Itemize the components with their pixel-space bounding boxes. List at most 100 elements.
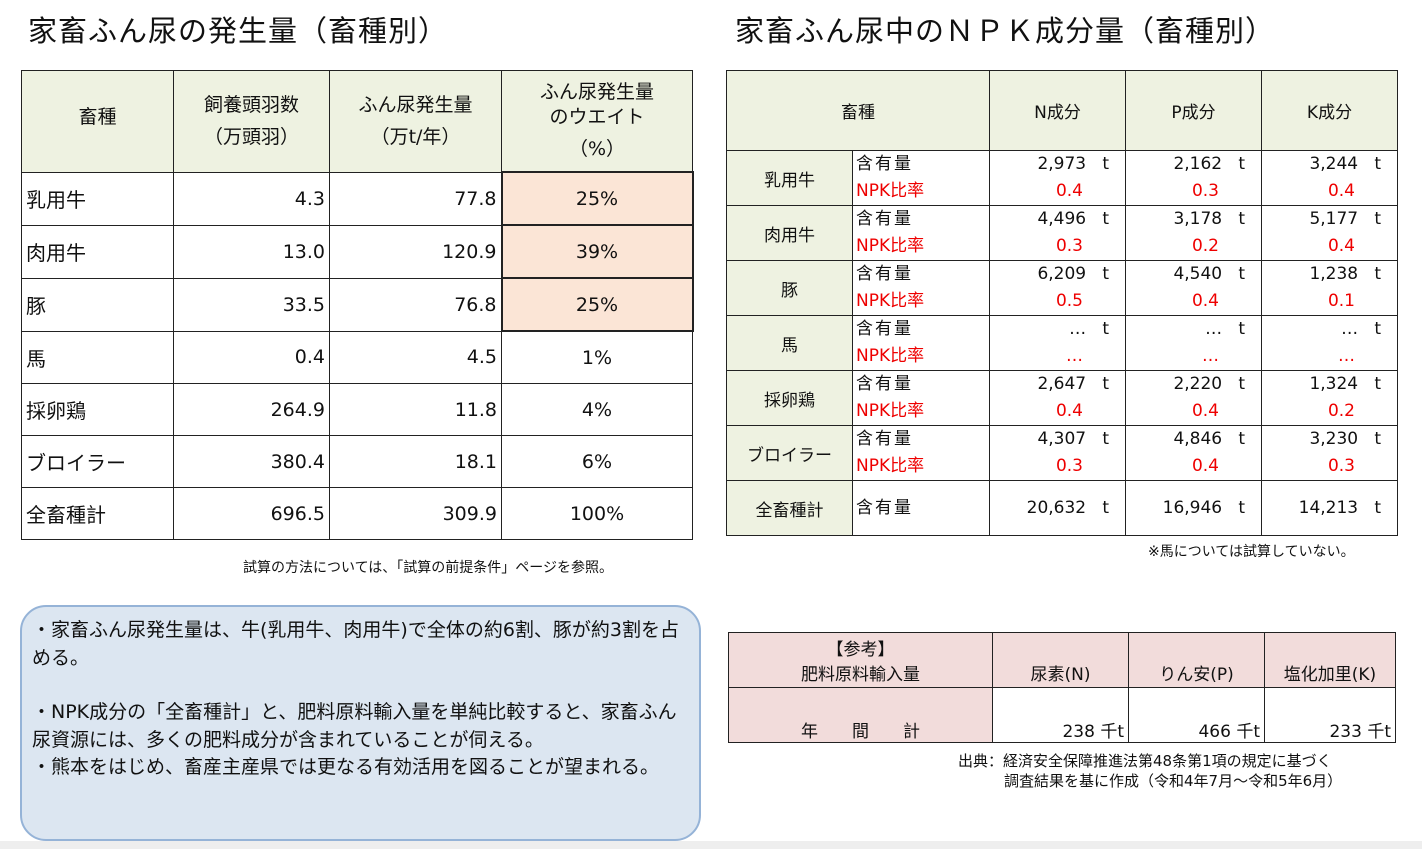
value-cell: 1,324 t 0.2: [1261, 370, 1398, 426]
table-row: 採卵鶏 含有量 NPK比率 2,647 t 0.4 2,220 t 0.4 1,324 t 0.…: [726, 370, 1398, 426]
species-name: 乳用牛: [21, 171, 174, 226]
unit: t: [1238, 429, 1245, 449]
col-phosphate: りん安(P): [1128, 632, 1265, 688]
content-value: 3,230: [1309, 429, 1359, 449]
table-row: 馬含有量 NPK比率… t…… t…… t…: [726, 315, 1398, 371]
value-cell: 3,244 t 0.4: [1261, 150, 1398, 206]
value-cell: 5,177 t 0.4: [1261, 205, 1398, 261]
ratio-value: …: [1066, 346, 1083, 366]
value-cell: 3,178 t 0.2: [1125, 205, 1262, 261]
left-title: 家畜ふん尿の発生量（畜種別）: [28, 14, 449, 48]
header-cell: ふん尿発生量 のウエイト （%）: [501, 70, 693, 173]
unit: t: [1238, 154, 1245, 174]
unit: t: [1102, 319, 1109, 339]
header-cell: ふん尿発生量 （万t/年）: [329, 70, 502, 173]
ratio-value: 0.4: [1055, 401, 1083, 421]
ratio-value: 0.4: [1191, 401, 1219, 421]
ratio-value: …: [1338, 346, 1355, 366]
species-name: ブロイラー: [21, 435, 174, 488]
table-row: 肉用牛 13.0 120.9 39%: [21, 224, 694, 279]
header-line-1: ふん尿発生量: [358, 93, 473, 116]
ratio-label: NPK比率: [856, 291, 925, 311]
head-count: 0.4: [173, 330, 330, 384]
value-cell: … t…: [989, 315, 1126, 371]
row-labels: 含有量 NPK比率: [852, 315, 990, 371]
unit: t: [1102, 209, 1109, 229]
ratio-value: 0.1: [1327, 291, 1355, 311]
header-row: 畜種 N成分 P成分 K成分: [726, 70, 1398, 151]
table-row: 馬 0.4 4.5 1%: [21, 330, 693, 384]
value-cell: 4,496 t 0.3: [989, 205, 1126, 261]
content-value: 5,177: [1309, 209, 1359, 229]
ratio-value: 0.4: [1191, 456, 1219, 476]
species-name: 馬: [21, 330, 174, 384]
value-cell: 2,647 t 0.4: [989, 370, 1126, 426]
reference-header: 【参考】 肥料原料輸入量: [728, 632, 993, 688]
species-name: 肉用牛: [726, 205, 853, 261]
summary-3: ・NPK成分の「全畜種計」と、肥料原料輸入量を単純比較すると、家畜ふん尿資源には…: [32, 701, 677, 751]
species-name: 豚: [726, 260, 853, 316]
head-count: 696.5: [173, 487, 330, 540]
row-labels: 含有量 NPK比率: [852, 150, 990, 206]
header-line-1: 飼養頭羽数: [203, 93, 299, 116]
header-row: 畜種 飼養頭羽数 （万頭羽） ふん尿発生量 （万t/年） ふん尿発生量 のウエイト （%）: [21, 70, 693, 173]
unit: t: [1374, 429, 1381, 449]
value-cell: 2,973 t 0.4: [989, 150, 1126, 206]
row-labels: 含有量 NPK比率: [852, 260, 990, 316]
method-note: 試算の方法については、「試算の前提条件」ページを参照。: [243, 560, 614, 576]
value-cell: 1,238 t 0.1: [1261, 260, 1398, 316]
weight-pct: 4%: [501, 383, 693, 436]
unit: t: [1238, 209, 1245, 229]
value-cell: 2,162 t 0.3: [1125, 150, 1262, 206]
unit: t: [1374, 497, 1381, 518]
content-value: 2,647: [1037, 374, 1087, 394]
unit: t: [1374, 319, 1381, 339]
header-line-1: ふん尿発生量 のウエイト: [539, 80, 654, 128]
content-value: 2,220: [1173, 374, 1223, 394]
value-phosphate: 466 千t: [1128, 687, 1265, 743]
content-value: 1,238: [1309, 264, 1359, 284]
ratio-value: 0.3: [1055, 456, 1083, 476]
header-component: P成分: [1125, 70, 1262, 151]
manure-volume-table: 畜種 飼養頭羽数 （万頭羽） ふん尿発生量 （万t/年） ふん尿発生量 のウエイト （%） 乳…: [21, 70, 694, 540]
content-value: 2,162: [1173, 154, 1223, 174]
value-cell: 4,540 t 0.4: [1125, 260, 1262, 316]
unit: t: [1102, 497, 1109, 518]
species-name: 乳用牛: [726, 150, 853, 206]
ratio-value: 0.3: [1191, 181, 1219, 201]
unit: t: [1102, 264, 1109, 284]
table-row: 採卵鶏 264.9 11.8 4%: [21, 383, 693, 436]
content-label: 含有量: [856, 209, 913, 229]
content-value: 4,846: [1173, 429, 1223, 449]
unit: t: [1374, 264, 1381, 284]
ratio-label: NPK比率: [856, 346, 925, 366]
total-value: 14,213 t: [1261, 480, 1398, 536]
header-line-2: （%）: [568, 138, 626, 161]
total-row: 全畜種計 含有量 20,632 t 16,946 t 14,213 t: [726, 480, 1398, 536]
weight-pct: 1%: [501, 330, 693, 384]
unit: t: [1102, 429, 1109, 449]
weight-pct: 100%: [501, 487, 693, 540]
row-labels: 含有量 NPK比率: [852, 425, 990, 481]
horse-note: ※馬については試算していない。: [1148, 544, 1355, 560]
species-name: ブロイラー: [726, 425, 853, 481]
header-component: K成分: [1261, 70, 1398, 151]
value-cell: … t …: [1261, 315, 1398, 371]
content-value: 16,946: [1162, 497, 1223, 518]
value-cell: 2,220 t 0.4: [1125, 370, 1262, 426]
content-value: 4,540: [1173, 264, 1223, 284]
ratio-value: 0.2: [1327, 401, 1355, 421]
head-count: 13.0: [173, 224, 330, 279]
ratio-label: NPK比率: [856, 456, 925, 476]
unit: t: [1374, 154, 1381, 174]
unit: t: [1102, 154, 1109, 174]
annual-total-label: 年 間 計: [728, 687, 993, 743]
value-cell: 4,846 t 0.4: [1125, 425, 1262, 481]
content-value: …: [1341, 319, 1359, 339]
value-cell: 3,230 t 0.3: [1261, 425, 1398, 481]
table-row: ブロイラー 380.4 18.1 6%: [21, 435, 693, 488]
weight-pct: 39%: [500, 224, 694, 279]
summary-1: ・家畜ふん尿発生量は、牛(乳用牛、肉用牛)で全体の約6割、豚が約3割を占める。: [32, 619, 680, 669]
content-value: 3,244: [1309, 154, 1359, 174]
